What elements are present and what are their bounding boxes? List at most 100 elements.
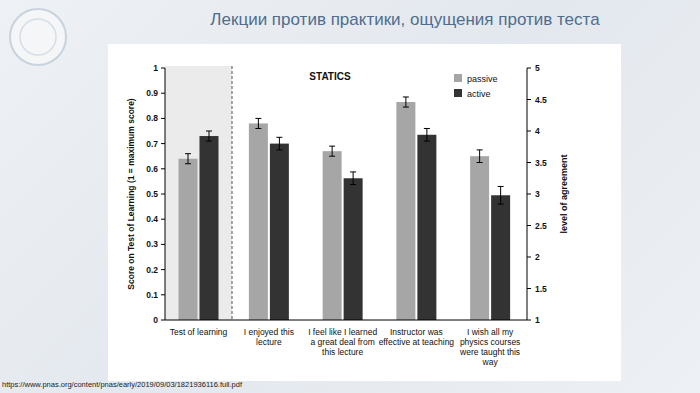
error-bar (329, 146, 335, 156)
y-tick-label: 0.6 (146, 164, 158, 174)
y2-tick (527, 257, 531, 258)
error-cap (477, 149, 483, 150)
y2-tick-label: 2 (535, 252, 540, 262)
y-tick (161, 118, 165, 119)
category-label: Test of learning (161, 327, 237, 337)
y2-tick (527, 288, 531, 289)
error-line (188, 154, 189, 164)
legend-swatch (454, 89, 462, 97)
error-bar (185, 154, 191, 164)
y-tick-label: 0.2 (146, 265, 158, 275)
plot-area (179, 97, 511, 320)
x-axis (165, 320, 527, 321)
error-line (279, 137, 280, 150)
category-label: Instructor was effective at teaching (378, 327, 454, 347)
y-tick-label: 0.5 (146, 189, 158, 199)
error-bar (498, 186, 504, 204)
source: https://www.pnas.org/content/pnas/early/… (2, 380, 243, 389)
error-cap (424, 128, 430, 129)
y2-tick-label: 5 (535, 63, 540, 73)
overlay: 0 0.1 0.2 0.3 0.4 0.5 0.6 0.7 0.8 0.9 1 1 1.5 2 2.5 3 3.… (126, 63, 569, 325)
legend-swatch (454, 74, 462, 82)
error-cap (424, 141, 430, 142)
error-line (405, 97, 406, 107)
slide-title: Лекции против практики, ощущения против … (210, 10, 600, 29)
error-cap (498, 204, 504, 205)
error-line (209, 131, 210, 141)
bar (417, 135, 436, 320)
y2-tick (527, 99, 531, 100)
y-tick-label: 0.1 (146, 290, 158, 300)
error-cap (403, 96, 409, 97)
y2-tick (527, 68, 531, 69)
category-label: I feel like I learned a great deal from … (305, 327, 381, 357)
error-line (353, 172, 354, 185)
error-bar (206, 131, 212, 141)
logo-inner (20, 19, 56, 55)
bar (344, 178, 363, 320)
error-line (479, 150, 480, 163)
y2-tick (527, 225, 531, 226)
legend: passive active (454, 74, 498, 99)
error-cap (255, 118, 261, 119)
y2-tick-label: 3.5 (535, 158, 547, 168)
y-tick-label: 0.9 (146, 88, 158, 98)
y2-tick (527, 320, 531, 321)
y-tick (161, 143, 165, 144)
y-tick (161, 320, 165, 321)
y2-tick (527, 194, 531, 195)
y-tick-label: 0.4 (146, 214, 158, 224)
error-bar (255, 118, 261, 128)
y-tick (161, 168, 165, 169)
error-cap (185, 163, 191, 164)
y2-tick-label: 4.5 (535, 95, 547, 105)
error-line (332, 146, 333, 156)
error-cap (255, 128, 261, 129)
y2-tick-label: 1.5 (535, 284, 547, 294)
error-cap (276, 137, 282, 138)
y2-tick-label: 3 (535, 189, 540, 199)
error-cap (206, 141, 212, 142)
bar (200, 136, 219, 320)
error-bar (403, 97, 409, 107)
y2-tick-label: 1 (535, 315, 540, 325)
y2-tick (527, 162, 531, 163)
error-bar (424, 128, 430, 141)
y-tick (161, 294, 165, 295)
y-tick (161, 93, 165, 94)
shaded-region (165, 66, 232, 320)
y2-axis-title: level of agreement (559, 154, 569, 233)
bar (491, 195, 510, 320)
y-tick (161, 194, 165, 195)
legend-label: passive (467, 74, 498, 84)
y-axis-title: Score on Test of Learning (1 = maximum s… (126, 98, 136, 290)
y-tick-label: 1 (153, 63, 158, 73)
error-cap (403, 107, 409, 108)
error-cap (185, 153, 191, 154)
error-cap (329, 146, 335, 147)
y-tick (161, 219, 165, 220)
y-tick-label: 0.3 (146, 239, 158, 249)
error-cap (498, 186, 504, 187)
error-cap (329, 156, 335, 157)
bar (470, 156, 489, 320)
error-bar (477, 150, 483, 163)
y-tick (161, 269, 165, 270)
error-bar (276, 137, 282, 150)
bar (179, 159, 198, 320)
y-tick-label: 0.8 (146, 113, 158, 123)
legend-label: active (467, 89, 491, 99)
bar (323, 151, 342, 320)
error-cap (477, 162, 483, 163)
error-cap (350, 184, 356, 185)
error-cap (350, 171, 356, 172)
divider (232, 66, 233, 320)
error-cap (206, 131, 212, 132)
y-tick-label: 0.7 (146, 139, 158, 149)
y2-tick-label: 2.5 (535, 221, 547, 231)
error-line (426, 128, 427, 141)
y-tick-label: 0 (153, 315, 158, 325)
y2-tick (527, 131, 531, 132)
bar (396, 102, 415, 320)
y2-tick-label: 4 (535, 126, 540, 136)
